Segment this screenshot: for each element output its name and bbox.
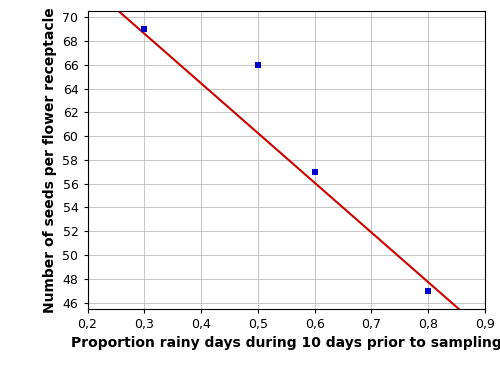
Point bbox=[424, 288, 432, 294]
Y-axis label: Number of seeds per flower receptacle: Number of seeds per flower receptacle bbox=[43, 7, 57, 313]
X-axis label: Proportion rainy days during 10 days prior to sampling: Proportion rainy days during 10 days pri… bbox=[71, 336, 500, 350]
Point bbox=[140, 26, 148, 32]
Point bbox=[254, 62, 262, 68]
Point bbox=[310, 169, 318, 175]
